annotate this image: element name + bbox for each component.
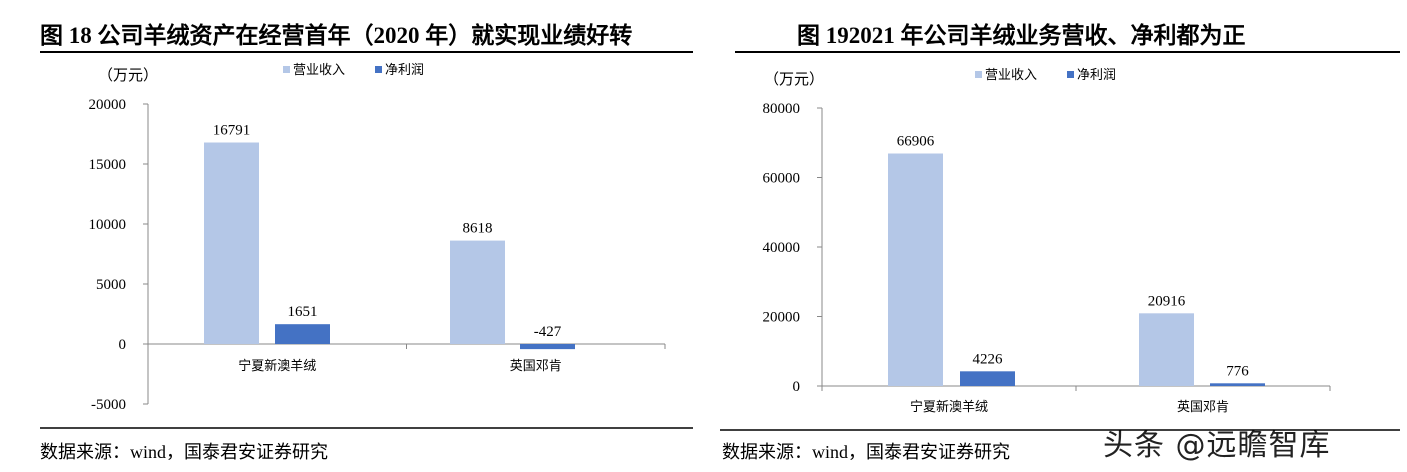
bar-营业收入 (450, 240, 505, 344)
category-label: 宁夏新澳羊绒 (910, 399, 988, 414)
chart2-source: 数据来源：wind，国泰君安证券研究 (722, 442, 1010, 462)
y-tick-label: 40000 (763, 240, 801, 256)
y-tick-label: 60000 (763, 171, 801, 187)
y-tick-label: 15000 (89, 157, 127, 173)
bar-营业收入 (204, 142, 259, 344)
bar-营业收入 (888, 153, 943, 386)
chart2-title: 图 192021 年公司羊绒业务营收、净利都为正 (797, 23, 1246, 48)
bar-净利润 (275, 324, 330, 344)
chart1-source: 数据来源：wind，国泰君安证券研究 (40, 442, 328, 462)
legend-swatch (283, 66, 290, 73)
legend-label: 营业收入 (293, 62, 345, 77)
y-tick-label: 10000 (89, 217, 127, 233)
category-label: 宁夏新澳羊绒 (238, 358, 316, 373)
data-label: 20916 (1148, 293, 1186, 309)
legend-swatch (375, 66, 382, 73)
legend-label: 净利润 (385, 62, 424, 77)
data-label: -427 (534, 324, 562, 340)
bar-净利润 (520, 344, 575, 350)
y-tick-label: 0 (119, 337, 127, 353)
bar-净利润 (1210, 383, 1265, 386)
legend-swatch (1067, 71, 1074, 78)
data-label: 66906 (897, 134, 935, 150)
category-label: 英国邓肯 (1177, 399, 1229, 414)
legend-swatch (975, 71, 982, 78)
bar-营业收入 (1139, 313, 1194, 386)
data-label: 1651 (288, 304, 318, 320)
y-tick-label: 80000 (763, 101, 801, 117)
chart1-title: 图 18 公司羊绒资产在经营首年（2020 年）就实现业绩好转 (40, 23, 633, 48)
bar-净利润 (960, 371, 1015, 386)
y-tick-label: -5000 (91, 397, 126, 413)
unit-label: （万元） (764, 71, 824, 88)
y-tick-label: 0 (793, 379, 801, 395)
watermark: 头条 @远瞻智库 (1103, 428, 1331, 463)
legend-label: 净利润 (1077, 67, 1116, 82)
y-tick-label: 20000 (89, 97, 127, 113)
data-label: 16791 (213, 123, 251, 139)
unit-label: （万元） (98, 67, 158, 84)
data-label: 4226 (973, 351, 1004, 367)
legend-label: 营业收入 (985, 67, 1037, 82)
data-label: 8618 (463, 221, 493, 237)
y-tick-label: 5000 (96, 277, 126, 293)
data-label: 776 (1226, 363, 1249, 379)
category-label: 英国邓肯 (510, 358, 562, 373)
y-tick-label: 20000 (763, 310, 801, 326)
